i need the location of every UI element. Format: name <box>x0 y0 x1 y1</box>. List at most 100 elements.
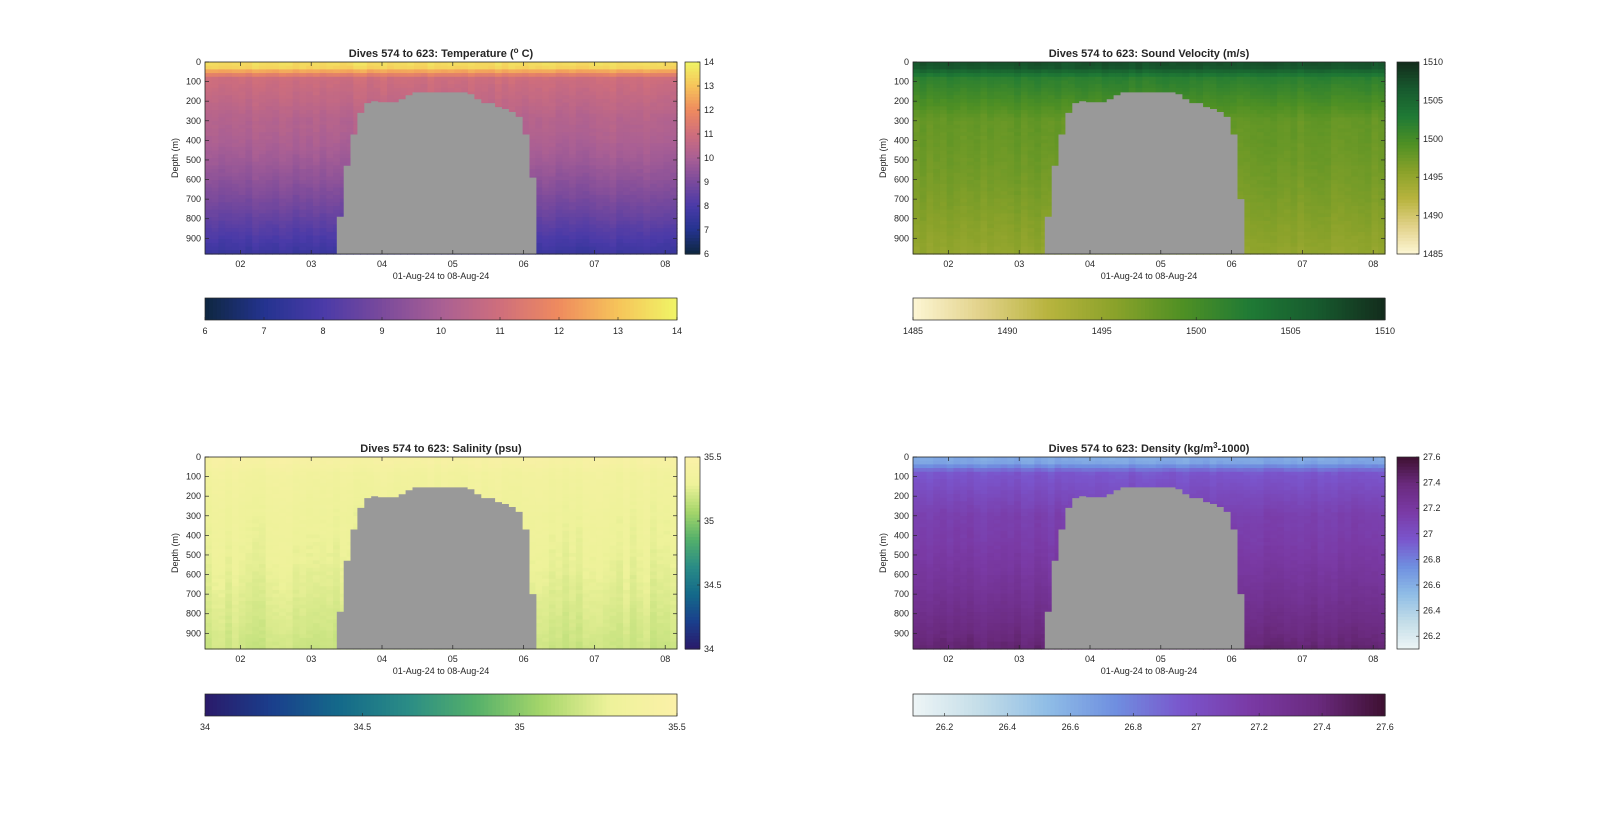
heatmap-cell <box>252 143 260 148</box>
heatmap-cell <box>596 191 604 196</box>
heatmap-cell <box>629 209 638 214</box>
heatmap-cell <box>245 213 253 218</box>
heatmap-cell <box>205 246 213 251</box>
colorbar-segment <box>378 298 383 320</box>
heatmap-cell <box>258 213 267 218</box>
heatmap-cell <box>926 202 934 207</box>
heatmap-cell <box>575 98 584 104</box>
heatmap-cell <box>326 102 334 107</box>
heatmap-cell <box>966 76 975 82</box>
heatmap-cell <box>1041 206 1049 211</box>
heatmap-cell <box>946 158 955 163</box>
heatmap-cell <box>589 121 597 126</box>
heatmap-cell <box>205 154 213 159</box>
heatmap-cell <box>582 106 590 111</box>
heatmap-cell <box>609 169 617 174</box>
colorbar-segment <box>496 298 501 320</box>
heatmap-cell <box>629 113 638 118</box>
heatmap-cell <box>1014 80 1022 85</box>
heatmap-cell <box>569 80 577 85</box>
heatmap-cell <box>494 73 503 78</box>
heatmap-cell <box>326 228 334 233</box>
heatmap-cell <box>596 183 604 189</box>
heatmap-cell <box>1041 121 1049 126</box>
heatmap-cell <box>1007 246 1015 251</box>
heatmap-cell <box>346 65 354 70</box>
colorbar-tick-label: 7 <box>261 326 266 336</box>
heatmap-cell <box>629 102 638 107</box>
heatmap-cell <box>245 239 253 244</box>
heatmap-cell <box>973 242 982 248</box>
heatmap-cell <box>1041 113 1049 118</box>
heatmap-cell <box>265 95 274 100</box>
heatmap-cell <box>926 121 934 126</box>
heatmap-cell <box>582 224 590 229</box>
heatmap-cell <box>339 117 348 122</box>
heatmap-cell <box>535 228 543 233</box>
heatmap-cell <box>211 220 220 226</box>
heatmap-cell <box>670 217 678 222</box>
heatmap-cell <box>279 91 287 96</box>
heatmap-cell <box>973 84 982 89</box>
heatmap-cell <box>919 169 928 174</box>
heatmap-cell <box>285 213 294 218</box>
heatmap-cell <box>420 73 429 78</box>
heatmap-cell <box>258 121 267 126</box>
heatmap-cell <box>542 146 550 152</box>
heatmap-cell <box>333 76 341 82</box>
heatmap-cell <box>966 87 975 93</box>
heatmap-cell <box>960 91 968 96</box>
heatmap-cell <box>427 65 435 70</box>
heatmap-cell <box>933 91 941 96</box>
heatmap-cell <box>993 165 1002 170</box>
heatmap-cell <box>205 224 213 229</box>
heatmap-cell <box>225 235 233 240</box>
heatmap-cell <box>326 231 334 237</box>
heatmap-cell <box>946 80 955 85</box>
heatmap-cell <box>980 176 988 181</box>
heatmap-cell <box>973 239 982 244</box>
heatmap-cell <box>542 135 550 141</box>
heatmap-cell <box>663 224 671 229</box>
heatmap-cell <box>1041 76 1049 82</box>
heatmap-cell <box>670 209 678 214</box>
heatmap-cell <box>1020 124 1029 130</box>
heatmap-cell <box>238 183 247 189</box>
heatmap-cell <box>609 191 617 196</box>
heatmap-cell <box>939 117 948 122</box>
heatmap-cell <box>312 242 321 248</box>
heatmap-cell <box>636 146 644 152</box>
heatmap-cell <box>1000 150 1008 155</box>
heatmap-cell <box>966 91 975 96</box>
heatmap-cell <box>1014 191 1022 196</box>
heatmap-cell <box>596 98 604 104</box>
heatmap-cell <box>231 150 240 155</box>
heatmap-cell <box>218 209 226 214</box>
heatmap-cell <box>953 110 961 115</box>
heatmap-cell <box>1034 128 1042 133</box>
heatmap-cell <box>623 110 631 115</box>
heatmap-cell <box>555 117 563 122</box>
colorbar-segment <box>614 298 619 320</box>
heatmap-cell <box>306 209 314 214</box>
heatmap-cell <box>629 106 638 111</box>
colorbar-horizontal: 6 7 8 9 10 11 12 13 14 <box>202 297 682 336</box>
heatmap-cell <box>656 80 665 85</box>
colorbar-segment <box>594 298 599 320</box>
heatmap-cell <box>926 206 934 211</box>
heatmap-cell <box>643 154 651 159</box>
heatmap-cell <box>629 98 638 104</box>
heatmap-cell <box>636 110 644 115</box>
heatmap-cell <box>650 143 658 148</box>
heatmap-cell <box>542 176 550 181</box>
heatmap-cell <box>231 106 240 111</box>
heatmap-cell <box>393 62 402 67</box>
heatmap-cell <box>609 239 617 244</box>
heatmap-cell <box>279 106 287 111</box>
colorbar-segment <box>271 298 277 320</box>
heatmap-cell <box>225 62 233 67</box>
heatmap-cell <box>973 231 982 237</box>
heatmap-cell <box>252 183 260 189</box>
heatmap-cell <box>602 242 611 248</box>
heatmap-cell <box>650 73 658 78</box>
